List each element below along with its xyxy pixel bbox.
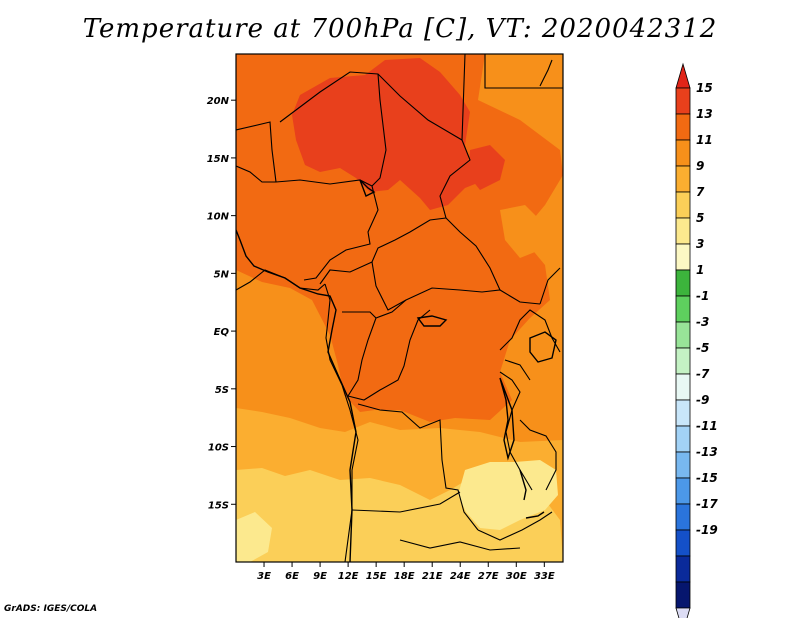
legend-label: -15 — [696, 471, 718, 485]
legend-label: 15 — [696, 81, 713, 95]
lon-tick-label: 18E — [394, 571, 415, 582]
legend-color-box — [675, 373, 691, 401]
longitude-axis: 3E 6E 9E 12E 15E 18E 21E 24E 27E 30E 33E — [257, 562, 555, 582]
legend-label: 9 — [696, 159, 704, 173]
legend-color-box — [675, 347, 691, 375]
field-13-northeast — [468, 145, 505, 190]
lat-tick-label: 15S — [208, 500, 229, 511]
map-frame — [235, 53, 564, 563]
legend-color-box — [675, 139, 691, 167]
lat-tick-label: 10N — [207, 212, 230, 223]
legend-color-box — [675, 529, 691, 557]
legend-label: -19 — [696, 523, 718, 537]
legend-color-box — [675, 217, 691, 245]
lon-tick-label: 27E — [478, 571, 499, 582]
lat-tick-label: EQ — [214, 327, 230, 338]
legend-label: 11 — [696, 133, 713, 147]
legend-color-box — [675, 269, 691, 297]
color-legend: 15 13 11 9 7 5 3 1 -1 -3 -5 -7 -9 -11 -13 -15 -17 -19 — [675, 62, 718, 618]
legend-color-box — [675, 555, 691, 583]
lat-tick-label: 15N — [207, 154, 230, 165]
legend-color-box — [675, 87, 691, 115]
legend-color-box — [675, 321, 691, 349]
legend-label: -17 — [696, 497, 718, 511]
legend-color-box — [675, 503, 691, 531]
legend-label: -13 — [696, 445, 718, 459]
lon-tick-label: 6E — [285, 571, 299, 582]
latitude-axis: 20N 15N 10N 5N EQ 5S 10S 15S — [207, 96, 236, 511]
legend-label: 3 — [696, 237, 704, 251]
legend-color-box — [675, 451, 691, 479]
field-3-west — [236, 512, 272, 562]
legend-color-box — [675, 425, 691, 453]
legend-color-box — [675, 581, 691, 609]
legend-label: -7 — [696, 367, 710, 381]
legend-color-box — [675, 243, 691, 271]
lon-tick-label: 24E — [450, 571, 471, 582]
field-3-south — [458, 460, 558, 530]
legend-color-box — [675, 295, 691, 323]
legend-color-box — [675, 113, 691, 141]
lon-tick-label: 9E — [313, 571, 327, 582]
legend-label: 1 — [696, 263, 704, 277]
lon-tick-label: 3E — [257, 571, 271, 582]
lat-tick-label: 5S — [215, 385, 229, 396]
legend-color-box — [675, 399, 691, 427]
legend-label: -11 — [696, 419, 718, 433]
legend-label: 5 — [696, 211, 704, 225]
field-9-east-patch — [500, 205, 545, 258]
country-borders — [236, 54, 563, 562]
lat-tick-label: 5N — [214, 269, 230, 280]
legend-top-arrow — [675, 62, 691, 89]
legend-color-box — [675, 191, 691, 219]
legend-label: -9 — [696, 393, 709, 407]
legend-label: 7 — [696, 185, 705, 199]
legend-label: -3 — [696, 315, 709, 329]
lon-tick-label: 30E — [506, 571, 527, 582]
lon-tick-label: 21E — [422, 571, 443, 582]
legend-bottom-arrow — [675, 607, 691, 618]
lon-tick-label: 12E — [338, 571, 359, 582]
legend-label: 13 — [696, 107, 713, 121]
legend-label: -5 — [696, 341, 709, 355]
lat-tick-label: 20N — [207, 96, 230, 107]
lon-tick-label: 15E — [366, 571, 387, 582]
legend-label: -1 — [696, 289, 709, 303]
lon-tick-label: 33E — [534, 571, 555, 582]
field-13-north — [292, 58, 480, 210]
legend-color-box — [675, 165, 691, 193]
lat-tick-label: 10S — [208, 443, 229, 454]
grads-credit: GrADS: IGES/COLA — [4, 604, 98, 614]
legend-color-box — [675, 477, 691, 505]
chart-title: Temperature at 700hPa [C], VT: 202004231… — [82, 14, 718, 44]
coastline-and-lakes — [236, 179, 557, 562]
temperature-field — [236, 54, 563, 562]
